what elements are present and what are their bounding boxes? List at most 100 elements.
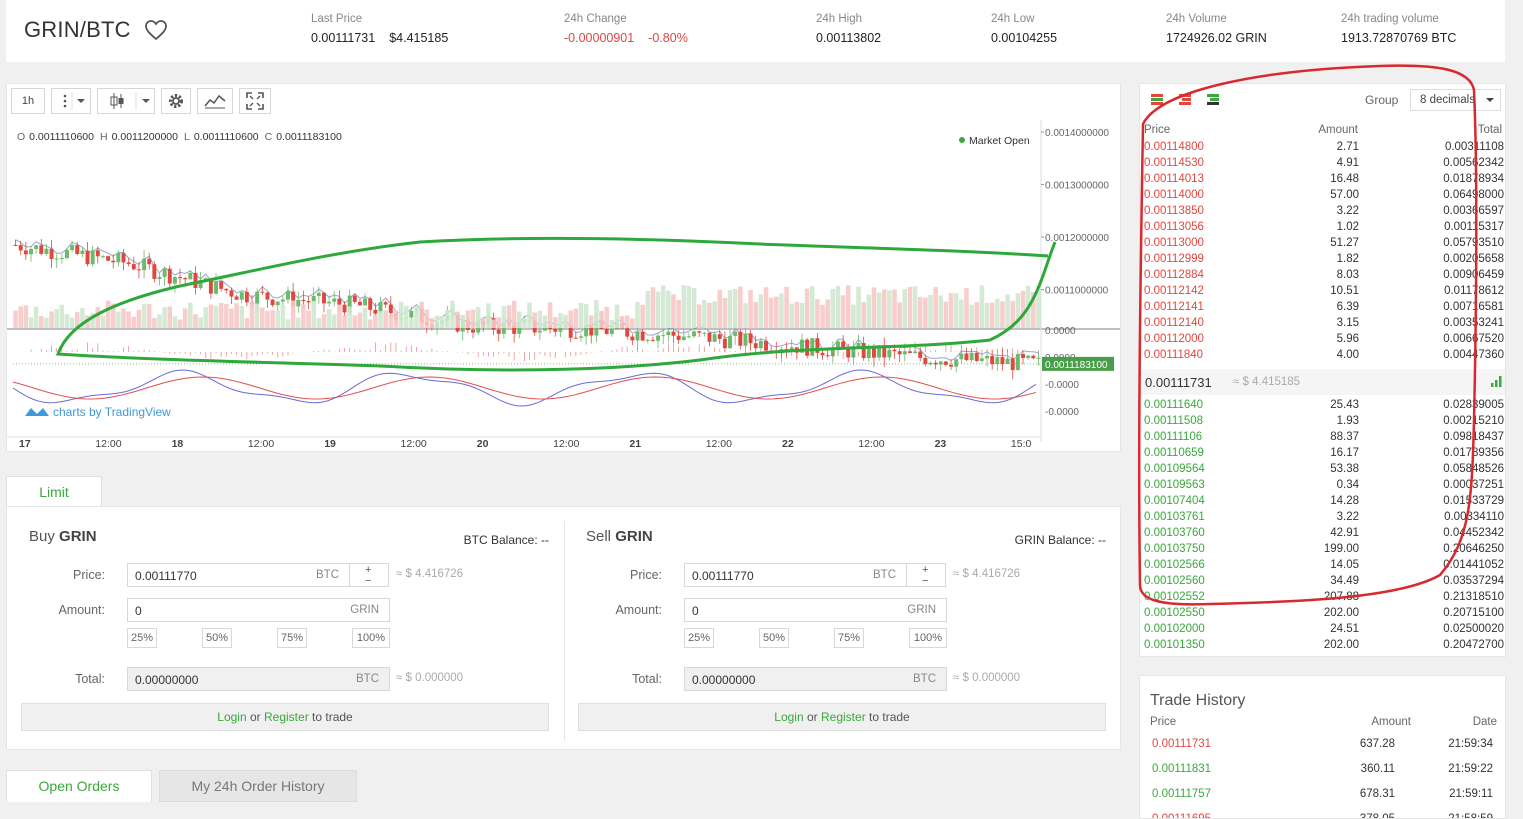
volume-bar <box>100 315 106 328</box>
bid-row[interactable]: 0.00111106 88.37 0.09818437 <box>1140 431 1505 447</box>
buy-pct-100[interactable]: 100% <box>352 628 390 648</box>
register-link[interactable]: Register <box>264 710 309 724</box>
ask-row[interactable]: 0.00111840 4.00 0.00447360 <box>1140 349 1505 365</box>
bid-row[interactable]: 0.00101350 202.00 0.20472700 <box>1140 639 1505 655</box>
bid-row[interactable]: 0.00102550 202.00 0.20715100 <box>1140 607 1505 623</box>
volume-bar <box>337 304 342 328</box>
ask-row[interactable]: 0.00112999 1.82 0.00205658 <box>1140 253 1505 269</box>
volume-bar <box>876 292 882 328</box>
ask-row[interactable]: 0.00112142 10.51 0.01178612 <box>1140 285 1505 301</box>
candle-body <box>373 309 378 314</box>
buy-pct-75[interactable]: 75% <box>277 628 307 648</box>
bid-row[interactable]: 0.00103760 42.91 0.04452342 <box>1140 527 1505 543</box>
bid-row[interactable]: 0.00102566 14.05 0.01441052 <box>1140 559 1505 575</box>
buy-total-input[interactable]: 0.00000000 BTC <box>127 667 390 691</box>
bid-row[interactable]: 0.00102552 207.88 0.21318510 <box>1140 591 1505 607</box>
indicator-tick-label: -0.0000 <box>1045 380 1079 391</box>
ob-price: 0.00102560 <box>1144 575 1205 587</box>
ask-row[interactable]: 0.00112140 3.15 0.00353241 <box>1140 317 1505 333</box>
register-link[interactable]: Register <box>821 710 866 724</box>
sell-pct-75[interactable]: 75% <box>834 628 864 648</box>
ask-row[interactable]: 0.00114800 2.71 0.00311108 <box>1140 141 1505 157</box>
bid-row[interactable]: 0.00102560 34.49 0.03537294 <box>1140 575 1505 591</box>
sell-amount-input[interactable]: 0 GRIN <box>684 598 947 622</box>
chart-type-button[interactable] <box>97 88 155 114</box>
bid-row[interactable]: 0.00109563 0.34 0.00037251 <box>1140 479 1505 495</box>
stepper-plus-icon[interactable]: + <box>922 564 929 576</box>
bid-row[interactable]: 0.00111640 25.43 0.02839005 <box>1140 399 1505 415</box>
stat-2: 24h High 0.00113802 <box>816 13 895 45</box>
group-select[interactable]: 8 decimals <box>1410 89 1501 111</box>
tab-open-orders[interactable]: Open Orders <box>6 770 152 802</box>
bid-row[interactable]: 0.00103750 199.00 0.20646250 <box>1140 543 1505 559</box>
volume-bar <box>59 304 65 328</box>
ask-row[interactable]: 0.00113056 1.02 0.00115317 <box>1140 221 1505 237</box>
view-bids-icon[interactable] <box>1207 94 1219 105</box>
buy-price-input[interactable]: 0.00111770 BTC <box>127 563 350 587</box>
tab-limit[interactable]: Limit <box>6 476 102 507</box>
sell-total-input[interactable]: 0.00000000 BTC <box>684 667 947 691</box>
price-tick-label: 0.0013000000 <box>1045 181 1109 192</box>
volume-bar <box>373 314 378 328</box>
sell-price-stepper[interactable]: + − <box>906 563 946 587</box>
ask-row[interactable]: 0.00114000 57.00 0.06498000 <box>1140 189 1505 205</box>
login-link[interactable]: Login <box>774 710 804 724</box>
tab-order-history[interactable]: My 24h Order History <box>159 770 357 802</box>
buy-pct-50[interactable]: 50% <box>202 628 232 648</box>
bid-row[interactable]: 0.00111508 1.93 0.00215210 <box>1140 415 1505 431</box>
interval-button[interactable]: 1h <box>11 88 45 114</box>
candle-body <box>172 276 177 284</box>
stepper-plus-icon[interactable]: + <box>365 564 372 576</box>
ob-amount: 6.39 <box>1336 301 1359 313</box>
volume-bar <box>486 303 491 328</box>
volume-bar <box>429 317 435 328</box>
volume-bar <box>542 315 548 328</box>
stat-value: 0.00104255 <box>991 31 1058 45</box>
volume-bar <box>265 311 270 328</box>
buy-price-stepper[interactable]: + − <box>349 563 389 587</box>
ask-row[interactable]: 0.00114530 4.91 0.00562342 <box>1140 157 1505 173</box>
indicators-icon <box>204 94 226 109</box>
ask-row[interactable]: 0.00112884 8.03 0.00906459 <box>1140 269 1505 285</box>
volume-bar <box>439 316 445 328</box>
sell-pct-50[interactable]: 50% <box>759 628 789 648</box>
ask-row[interactable]: 0.00113850 3.22 0.00366597 <box>1140 205 1505 221</box>
candle-body <box>178 276 183 279</box>
settings-button[interactable] <box>161 88 191 114</box>
candle-body <box>126 262 131 265</box>
volume-bar <box>321 314 327 328</box>
ask-row[interactable]: 0.00114013 16.48 0.01878934 <box>1140 173 1505 189</box>
bid-row[interactable]: 0.00109564 53.38 0.05848526 <box>1140 463 1505 479</box>
ob-mid-price-row: 0.00111731 ≈ $ 4.415185 <box>1140 369 1505 395</box>
ask-row[interactable]: 0.00112000 5.96 0.00667520 <box>1140 333 1505 349</box>
bid-row[interactable]: 0.00110659 16.17 0.01789356 <box>1140 447 1505 463</box>
buy-title-asset: GRIN <box>59 528 97 545</box>
view-asks-icon[interactable] <box>1179 94 1191 105</box>
candle-body <box>1036 357 1041 359</box>
indicators-button[interactable] <box>197 88 233 114</box>
favorite-heart-icon[interactable] <box>144 19 168 41</box>
candle-body <box>70 245 75 251</box>
bid-row[interactable]: 0.00102000 24.51 0.02500020 <box>1140 623 1505 639</box>
interval-dropdown[interactable] <box>51 88 91 114</box>
bid-row[interactable]: 0.00107404 14.28 0.01533729 <box>1140 495 1505 511</box>
ohlc-legend: O 0.0011110600 H 0.0011200000 L 0.0011110600 C… <box>17 131 342 143</box>
ask-row[interactable]: 0.00112141 6.39 0.00716581 <box>1140 301 1505 317</box>
sell-price-input[interactable]: 0.00111770 BTC <box>684 563 907 587</box>
sell-pct-100[interactable]: 100% <box>909 628 947 648</box>
login-link[interactable]: Login <box>217 710 247 724</box>
stepper-minus-icon[interactable]: − <box>922 575 929 587</box>
sell-pct-25[interactable]: 25% <box>684 628 714 648</box>
candlestick-chart[interactable]: 0.0014000000 0.0013000000 0.0012000000 0.00… <box>7 120 1120 452</box>
stepper-minus-icon[interactable]: − <box>365 575 372 587</box>
fullscreen-button[interactable] <box>239 88 271 114</box>
candle-body <box>738 331 743 346</box>
ob-amount: 3.22 <box>1336 511 1359 523</box>
buy-pct-25[interactable]: 25% <box>127 628 157 648</box>
volume-bar <box>1031 292 1036 328</box>
price-chart-panel[interactable]: 1h 0.0014000000 0.0013000000 0.0012000000 0… <box>6 83 1121 452</box>
buy-amount-input[interactable]: 0 GRIN <box>127 598 390 622</box>
ask-row[interactable]: 0.00113000 51.27 0.05793510 <box>1140 237 1505 253</box>
bid-row[interactable]: 0.00103761 3.22 0.00334110 <box>1140 511 1505 527</box>
view-both-icon[interactable] <box>1151 94 1163 105</box>
